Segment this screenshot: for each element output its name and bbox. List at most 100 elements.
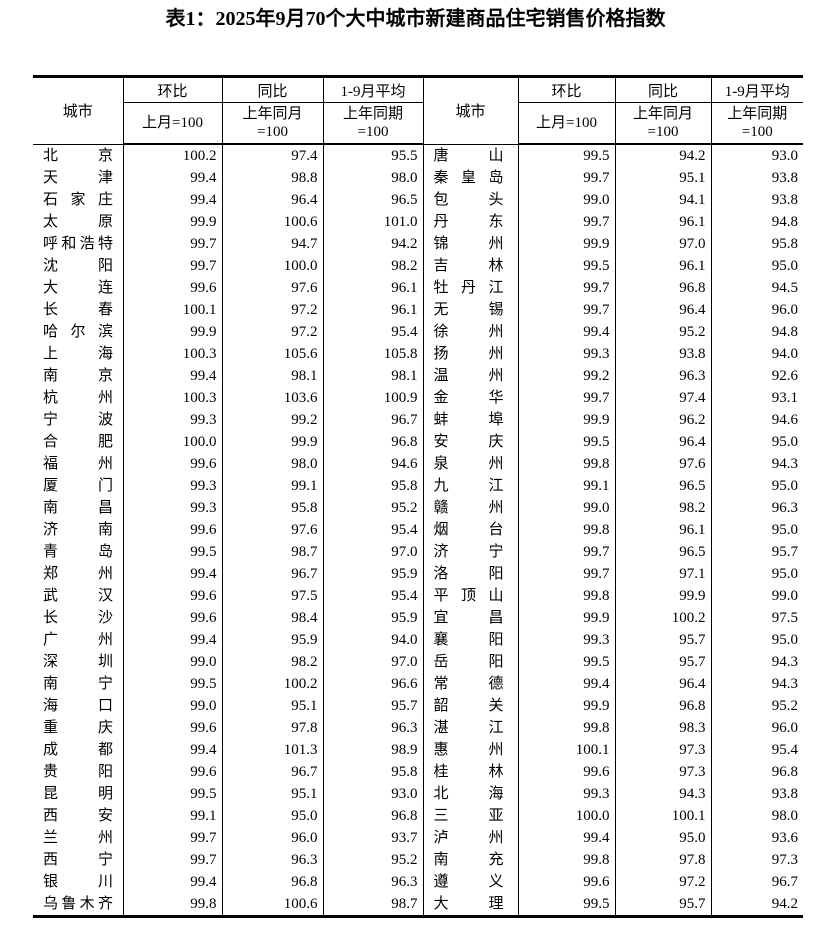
city-name: 济宁	[433, 544, 504, 560]
mom-value-left: 100.3	[123, 343, 223, 365]
mom-value-left: 99.1	[123, 805, 223, 827]
city-name: 南宁	[43, 676, 113, 692]
avg-value-left: 95.4	[323, 585, 424, 607]
avg-value-left: 95.7	[323, 695, 424, 717]
city-cell-left: 成都	[33, 739, 124, 761]
mom-value-left: 99.4	[123, 365, 223, 387]
city-name: 桂林	[433, 764, 504, 780]
city-name: 西安	[43, 808, 113, 824]
city-name: 牡丹江	[433, 280, 504, 296]
city-cell-left: 西宁	[33, 849, 124, 871]
table-row: 兰州 99.7 96.0 93.7 泸州 99.4 95.0 93.6	[33, 827, 803, 849]
city-cell-right: 北海	[423, 783, 519, 805]
table-header: 城市 环比 同比 1-9月平均 城市 环比 同比 1-9月平均 上月=100 上…	[33, 76, 803, 145]
yoy-value-right: 95.0	[615, 827, 712, 849]
yoy-value-left: 100.6	[222, 211, 324, 233]
avg-value-left: 95.9	[323, 607, 424, 629]
yoy-value-left: 96.3	[222, 849, 324, 871]
mom-value-left: 99.6	[123, 761, 223, 783]
yoy-value-left: 96.4	[222, 189, 324, 211]
avg-value-left: 96.3	[323, 871, 424, 893]
yoy-value-right: 97.3	[615, 739, 712, 761]
city-name: 安庆	[433, 434, 504, 450]
avg-value-left: 96.8	[323, 431, 424, 453]
avg-value-left: 94.6	[323, 453, 424, 475]
yoy-value-right: 96.4	[615, 431, 712, 453]
yoy-value-right: 100.2	[615, 607, 712, 629]
yoy-value-right: 95.7	[615, 629, 712, 651]
yoy-value-right: 97.3	[615, 761, 712, 783]
table-row: 西安 99.1 95.0 96.8 三亚 100.0 100.1 98.0	[33, 805, 803, 827]
city-cell-right: 扬州	[423, 343, 519, 365]
city-name: 呼和浩特	[43, 236, 113, 252]
mom-value-right: 99.0	[518, 497, 616, 519]
avg-value-right: 97.3	[771, 852, 798, 868]
yoy-value-right: 96.1	[615, 519, 712, 541]
city-cell-right: 平顶山	[423, 585, 519, 607]
city-cell-left: 深圳	[33, 651, 124, 673]
yoy-value-left: 95.1	[222, 783, 324, 805]
table-row: 合肥 100.0 99.9 96.8 安庆 99.5 96.4 95.0	[33, 431, 803, 453]
city-name: 海口	[43, 698, 113, 714]
yoy-value-left: 97.6	[222, 519, 324, 541]
header-avg-right: 1-9月平均	[711, 76, 803, 103]
city-cell-left: 海口	[33, 695, 124, 717]
city-cell-left: 福州	[33, 453, 124, 475]
mom-value-right: 99.7	[518, 167, 616, 189]
city-name: 西宁	[43, 852, 113, 868]
yoy-value-right: 97.4	[615, 387, 712, 409]
table-row: 济南 99.6 97.6 95.4 烟台 99.8 96.1 95.0	[33, 519, 803, 541]
yoy-value-left: 98.4	[222, 607, 324, 629]
avg-value-right: 94.2	[771, 896, 798, 912]
yoy-value-left: 97.6	[222, 277, 324, 299]
mom-value-right: 99.7	[518, 277, 616, 299]
mom-value-left: 99.4	[123, 871, 223, 893]
yoy-value-left: 97.2	[222, 299, 324, 321]
yoy-value-left: 100.0	[222, 255, 324, 277]
yoy-value-right: 97.2	[615, 871, 712, 893]
yoy-value-right: 96.8	[615, 695, 712, 717]
header-mom-right: 环比	[518, 76, 616, 103]
city-name: 常德	[433, 676, 504, 692]
header-yoy-right: 同比	[615, 76, 712, 103]
yoy-value-right: 95.7	[615, 651, 712, 673]
header-avg-base-left: 上年同期 =100	[323, 102, 424, 145]
city-name: 合肥	[43, 434, 113, 450]
city-name: 沈阳	[43, 258, 113, 274]
mom-value-left: 99.9	[123, 321, 223, 343]
city-cell-right: 烟台	[423, 519, 519, 541]
city-cell-right: 三亚	[423, 805, 519, 827]
table-row: 西宁 99.7 96.3 95.2 南充 99.8 97.8 97.3	[33, 849, 803, 871]
table-row: 昆明 99.5 95.1 93.0 北海 99.3 94.3 93.8	[33, 783, 803, 805]
city-name: 大理	[433, 896, 504, 912]
mom-value-left: 99.4	[123, 739, 223, 761]
city-cell-left: 西安	[33, 805, 124, 827]
mom-value-right: 99.3	[518, 629, 616, 651]
avg-value-left: 96.6	[323, 673, 424, 695]
mom-value-left: 99.4	[123, 629, 223, 651]
mom-value-right: 99.6	[518, 761, 616, 783]
header-mom-base-right: 上月=100	[518, 102, 616, 145]
avg-value-right: 94.8	[771, 324, 798, 340]
yoy-value-left: 98.8	[222, 167, 324, 189]
mom-value-left: 99.5	[123, 541, 223, 563]
city-name: 太原	[43, 214, 113, 230]
table-row: 海口 99.0 95.1 95.7 韶关 99.9 96.8 95.2	[33, 695, 803, 717]
table-title: 表1：2025年9月70个大中城市新建商品住宅销售价格指数	[165, 8, 666, 30]
city-cell-right: 宜昌	[423, 607, 519, 629]
mom-value-right: 99.5	[518, 893, 616, 917]
header-city-right: 城市	[423, 76, 519, 145]
yoy-value-left: 96.7	[222, 761, 324, 783]
avg-value-left: 98.0	[323, 167, 424, 189]
city-name: 无锡	[433, 302, 504, 318]
table-row: 长沙 99.6 98.4 95.9 宜昌 99.9 100.2 97.5	[33, 607, 803, 629]
avg-value-right: 95.0	[771, 522, 798, 538]
header-avg-base-right: 上年同期 =100	[711, 102, 803, 145]
avg-value-right: 94.3	[771, 456, 798, 472]
yoy-value-right: 94.1	[615, 189, 712, 211]
table-row: 哈尔滨 99.9 97.2 95.4 徐州 99.4 95.2 94.8	[33, 321, 803, 343]
city-name: 深圳	[43, 654, 113, 670]
mom-value-right: 99.8	[518, 519, 616, 541]
table-row: 杭州 100.3 103.6 100.9 金华 99.7 97.4 93.1	[33, 387, 803, 409]
avg-value-left: 97.0	[323, 651, 424, 673]
